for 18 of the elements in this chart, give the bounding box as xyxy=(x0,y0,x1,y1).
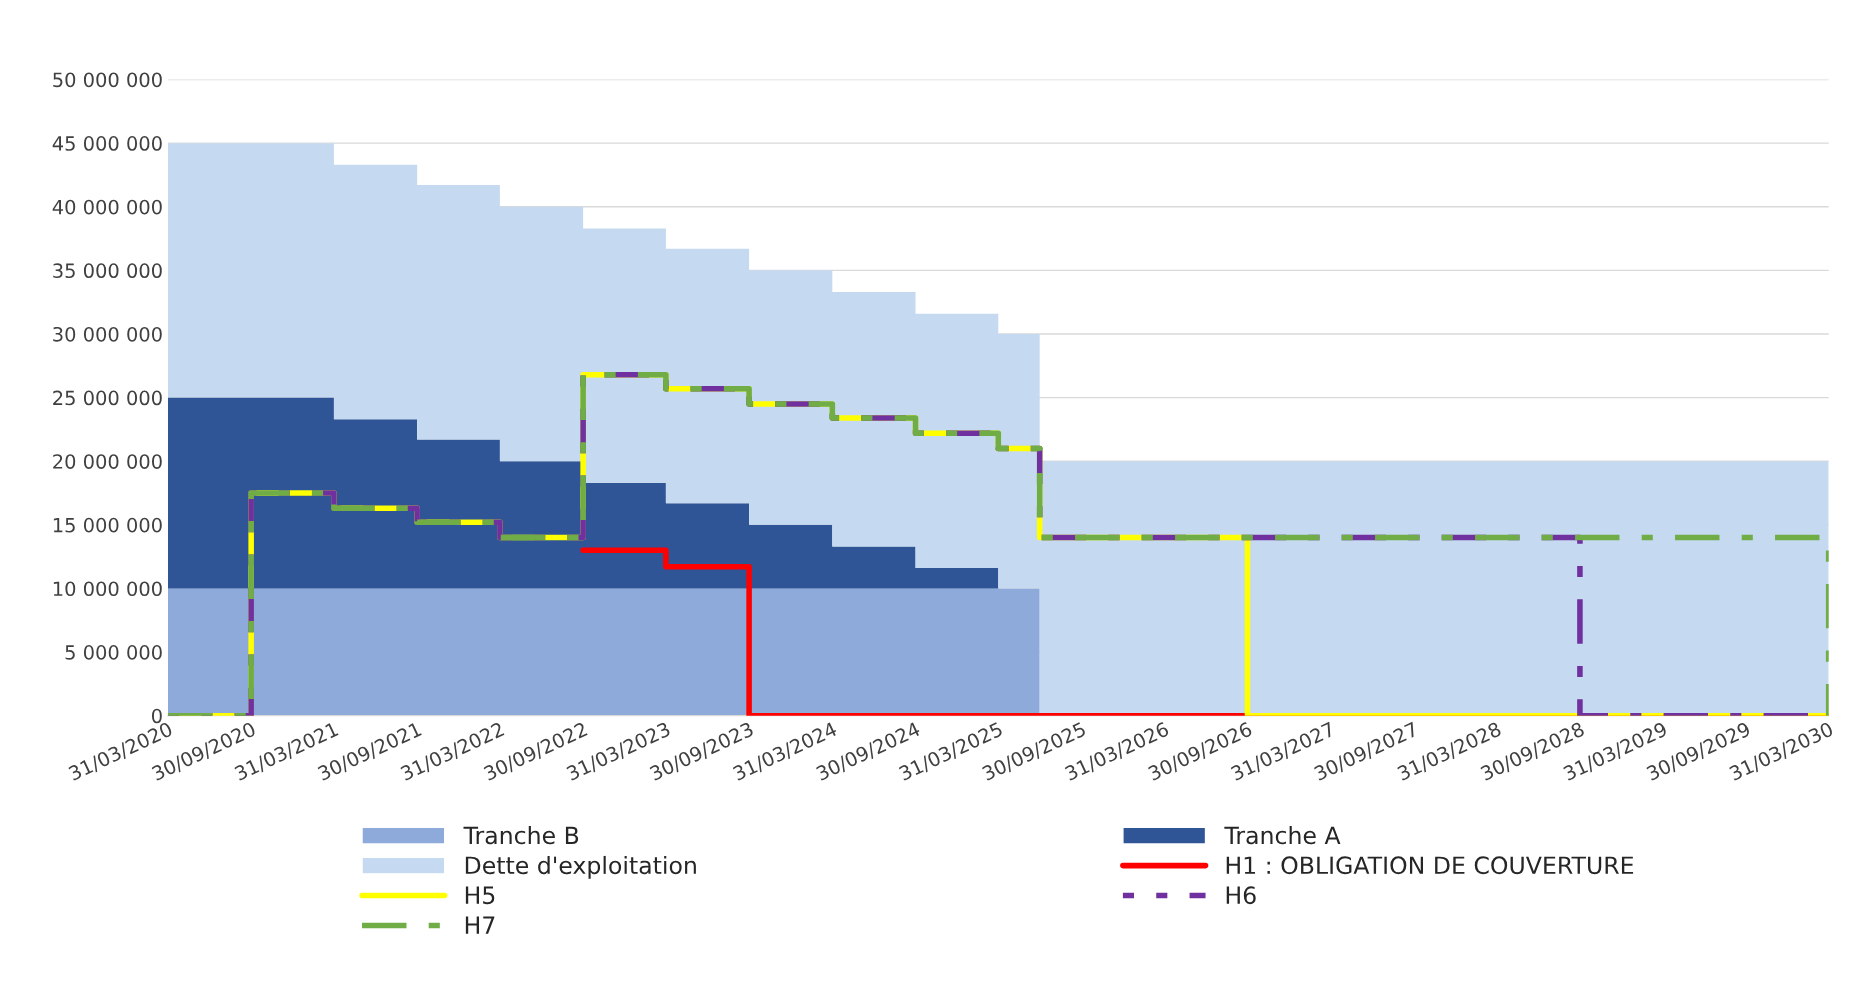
y-tick-label: 45 000 000 xyxy=(52,136,162,151)
legend-label: H6 xyxy=(1226,886,1256,905)
legend-label: H5 xyxy=(465,886,495,905)
legend-label: Tranche B xyxy=(463,825,579,845)
y-tick-label: 40 000 000 xyxy=(52,199,162,215)
y-tick-label: 30 000 000 xyxy=(53,326,162,342)
y-tick-label: 50 000 000 xyxy=(53,72,162,88)
y-tick-label: 15 000 000 xyxy=(53,517,162,533)
legend-label: H7 xyxy=(465,916,495,934)
y-tick-label: 10 000 000 xyxy=(53,581,162,597)
y-tick-label: 5 000 000 xyxy=(65,645,162,660)
legend-label: Tranche A xyxy=(1224,825,1341,845)
y-tick-label: 35 000 000 xyxy=(53,263,162,279)
y-tick-label: 25 000 000 xyxy=(53,390,162,406)
y-tick-label: 0 xyxy=(151,708,162,724)
legend-label: Dette d'exploitation xyxy=(465,855,696,879)
y-tick-label: 20 000 000 xyxy=(53,454,162,469)
legend-label: H1 : OBLIGATION DE COUVERTURE xyxy=(1226,856,1634,875)
